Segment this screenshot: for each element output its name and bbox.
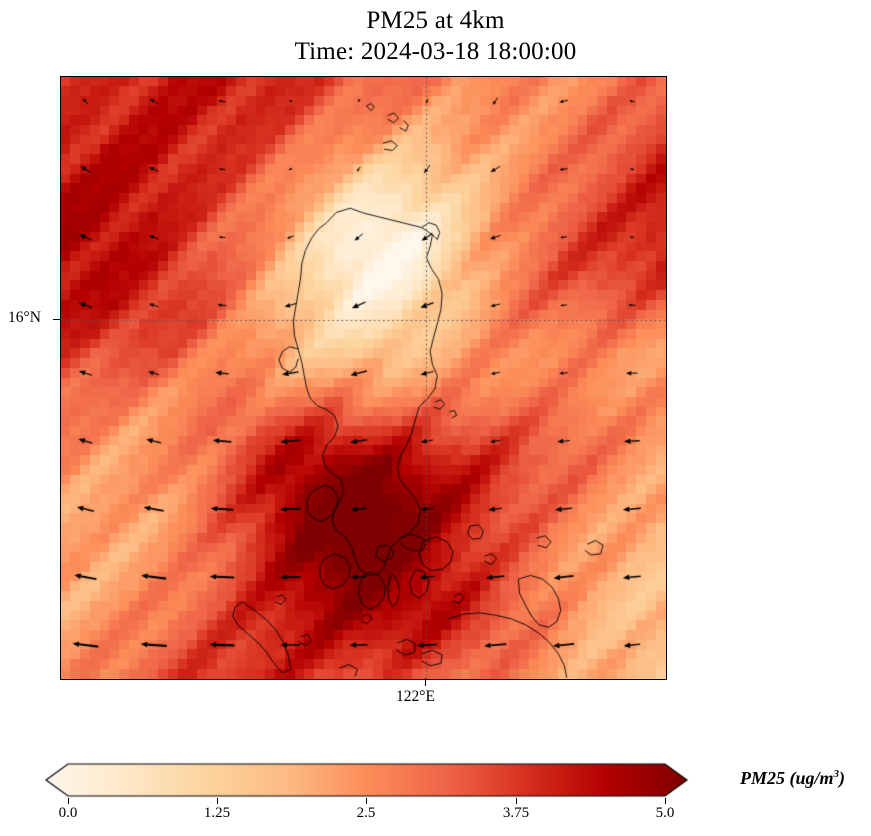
title-line-time: Time: 2024-03-18 18:00:00 [294, 37, 577, 65]
colorbar-tick-3 [516, 798, 518, 804]
colorbar-tick-0 [68, 798, 70, 804]
x-axis-label-122e: 122°E [396, 688, 435, 705]
y-axis-label-16n: 16°N [8, 309, 41, 326]
colorbar-ticklabel-2: 2.5 [356, 805, 376, 821]
colorbar-label-exponent: 3 [833, 768, 840, 780]
colorbar-tick-4 [665, 798, 667, 804]
colorbar-label-text: PM25 (ug/m [740, 768, 834, 788]
title-line-variable: PM25 at 4km [366, 7, 505, 34]
colorbar-label-tail: ) [839, 768, 846, 788]
colorbar-axis-label: PM25 (ug/m3) [740, 768, 845, 789]
x-axis-tick-122e [424, 678, 426, 686]
colorbar-gradient [30, 760, 702, 802]
figure-title: PM25 at 4km Time: 2024-03-18 18:00:00 [0, 6, 871, 67]
colorbar-ticklabel-0: 0.0 [58, 805, 78, 821]
y-axis-tick-16n [53, 318, 61, 320]
colorbar-tick-2 [366, 798, 368, 804]
colorbar-ticklabel-3: 3.75 [502, 805, 530, 821]
colorbar-ticklabel-4: 5.0 [655, 805, 675, 821]
pm25-raster-field [61, 77, 666, 679]
colorbar[interactable]: 0.0 1.25 2.5 3.75 5.0 PM25 (ug/m3) [0, 752, 871, 836]
colorbar-ticklabel-1: 1.25 [203, 805, 231, 821]
map-plot-area[interactable] [60, 76, 667, 680]
colorbar-tick-1 [217, 798, 219, 804]
